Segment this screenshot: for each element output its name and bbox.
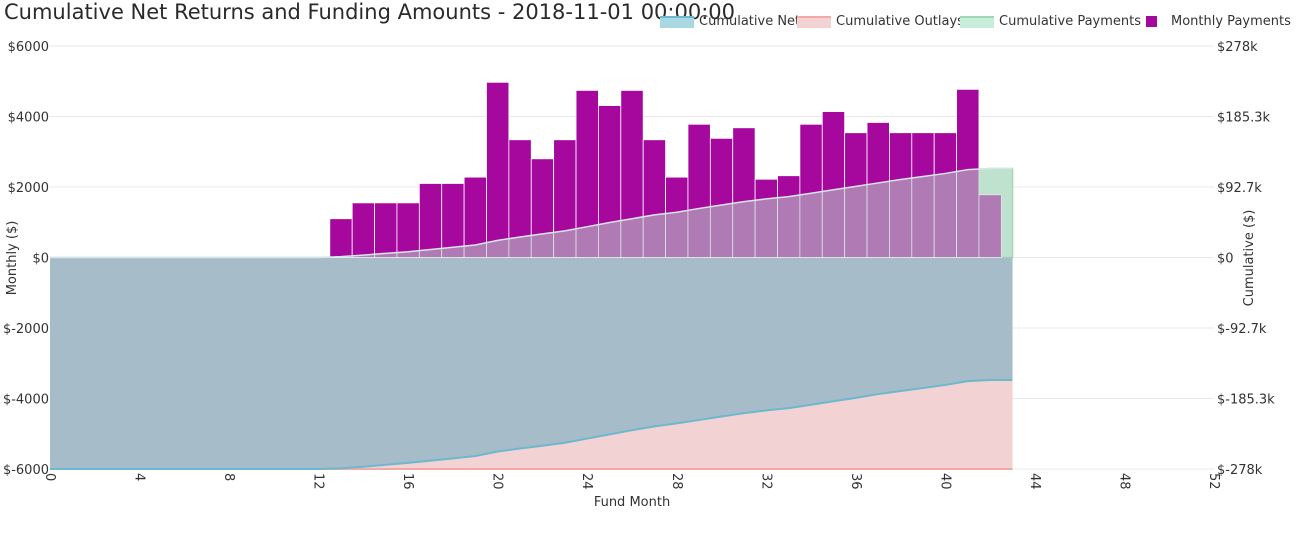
x-tick-label: 36: [848, 473, 863, 490]
legend-label-cumulative-outlays: Cumulative Outlays: [836, 14, 964, 29]
x-tick-label: 16: [400, 473, 415, 490]
x-tick-label: 40: [937, 473, 952, 490]
x-axis-label: Fund Month: [594, 495, 670, 510]
y2-tick-label: $-92.7k: [1217, 322, 1267, 337]
monthly-payment-bar: [329, 218, 353, 258]
monthly-payment-bar: [374, 202, 398, 258]
x-tick-label: 8: [221, 473, 236, 481]
y2-tick-label: $0: [1217, 252, 1234, 267]
y-tick-label: $-6000: [3, 463, 49, 478]
cumulative-net-area: [50, 257, 1013, 469]
y2-tick-label: $-278k: [1217, 463, 1263, 478]
legend-swatch-cumulative-outlays: [797, 15, 831, 28]
y-tick-label: $-4000: [3, 393, 49, 408]
legend-swatch-monthly-payments: [1146, 16, 1157, 27]
y-tick-label: $4000: [8, 111, 49, 126]
y-tick-label: $2000: [8, 181, 49, 196]
x-tick-label: 52: [1206, 473, 1221, 490]
x-tick-label: 28: [669, 473, 684, 490]
legend-label-monthly-payments: Monthly Payments: [1171, 14, 1291, 29]
y2-tick-label: $185.3k: [1217, 111, 1270, 126]
y2-tick-label: $278k: [1217, 40, 1258, 55]
x-tick-label: 20: [490, 473, 505, 490]
y2-axis-label: Cumulative ($): [1242, 210, 1257, 307]
chart-title: Cumulative Net Returns and Funding Amoun…: [4, 0, 736, 24]
cumulative-payments-overlap: [50, 168, 1013, 258]
legend-swatch-cumulative-net: [660, 15, 694, 28]
y-tick-label: $0: [32, 252, 49, 267]
monthly-payment-bar: [396, 202, 420, 258]
monthly-payment-bar: [351, 202, 375, 258]
legend-label-cumulative-net: Cumulative Net: [699, 14, 801, 29]
legend-label-cumulative-payments: Cumulative Payments: [999, 14, 1142, 29]
legend-item-cumulative-payments[interactable]: Cumulative Payments: [960, 14, 1141, 29]
axes: $-6000 $-278k $-4000 $-185.3k $-2000 $-92.7k $…: [3, 40, 1275, 490]
cumulative-net-line: [50, 378, 1013, 470]
x-tick-label: 4: [132, 473, 147, 481]
y2-tick-label: $92.7k: [1217, 181, 1262, 196]
x-tick-label: 0: [42, 473, 57, 481]
x-tick-label: 48: [1116, 473, 1131, 490]
y-tick-label: $-2000: [3, 322, 49, 337]
y-tick-label: $6000: [8, 40, 49, 55]
monthly-payment-bar: [418, 183, 443, 258]
legend-swatch-cumulative-payments: [960, 15, 994, 28]
legend-item-monthly-payments[interactable]: Monthly Payments: [1134, 14, 1291, 29]
cumulative-payments-line: [50, 167, 1013, 259]
x-tick-label: 24: [579, 473, 594, 490]
legend-item-cumulative-net[interactable]: Cumulative Net: [660, 14, 800, 29]
monthly-payment-bar: [486, 81, 510, 258]
y2-tick-label: $-185.3k: [1217, 393, 1275, 408]
legend-item-cumulative-outlays[interactable]: Cumulative Outlays: [797, 14, 964, 29]
x-tick-label: 12: [311, 473, 326, 490]
x-tick-label: 44: [1027, 473, 1042, 490]
x-tick-label: 32: [758, 473, 773, 490]
y-axis-label: Monthly ($): [5, 221, 20, 296]
cumulative-lines: [50, 167, 1013, 470]
